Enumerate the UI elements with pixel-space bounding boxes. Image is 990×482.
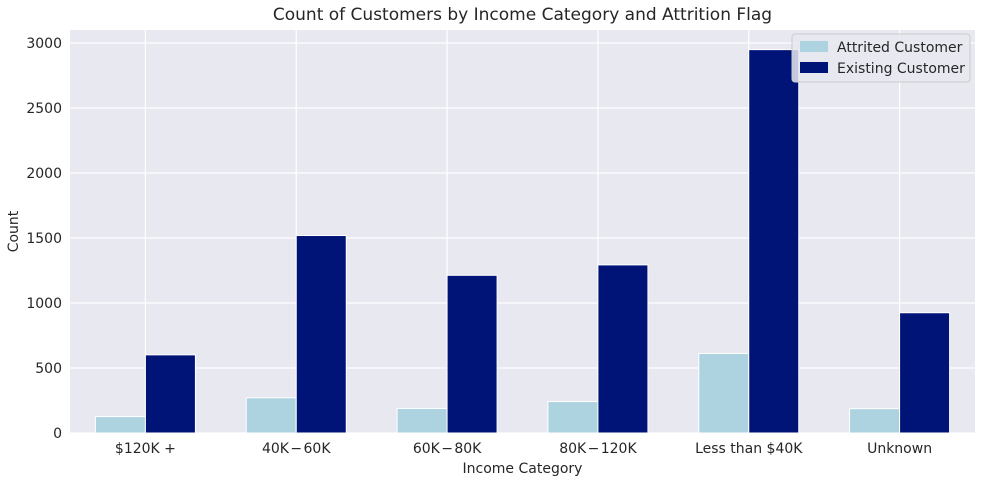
x-axis-label: Income Category	[463, 461, 583, 477]
y-tick-label: 2000	[26, 166, 62, 182]
bar	[94, 416, 146, 434]
y-tick-label: 1000	[26, 296, 62, 312]
legend-frame	[791, 33, 971, 83]
x-tick-label: Unknown	[867, 441, 932, 457]
bar	[899, 312, 951, 434]
y-tick-label: 1500	[26, 231, 62, 247]
y-tick-label: 2500	[26, 101, 62, 117]
bar	[295, 235, 347, 434]
x-tick-label: $120K +	[115, 441, 176, 457]
x-tick-label: 80K − 120K	[559, 441, 637, 457]
y-tick-label: 0	[53, 426, 62, 442]
legend-swatch	[800, 41, 828, 52]
bar	[547, 401, 599, 434]
bar	[698, 352, 750, 434]
chart-title: Count of Customers by Income Category an…	[273, 5, 772, 25]
bar	[597, 264, 649, 434]
bar	[245, 397, 297, 434]
y-tick-label: 500	[35, 361, 62, 377]
bar	[849, 408, 901, 434]
legend: Attrited Customer Existing Customer	[791, 33, 971, 83]
y-tick-label: 3000	[26, 36, 62, 52]
bar	[144, 354, 196, 434]
y-axis-label: Count	[6, 210, 22, 252]
bar	[396, 407, 448, 434]
x-tick-label: 40K − 60K	[262, 441, 331, 457]
legend-label: Existing Customer	[837, 61, 965, 77]
bar	[748, 49, 800, 434]
legend-label: Attrited Customer	[837, 40, 963, 56]
x-tick-labels: $120K + 40K − 60K 60K − 80K 80K − 120K Less …	[115, 441, 932, 457]
legend-swatch	[800, 62, 828, 73]
bars	[94, 49, 951, 434]
plot-area	[70, 30, 975, 433]
x-tick-label: Less than $40K	[695, 441, 803, 457]
y-tick-labels: 0 500 1000 1500 2000 2500 3000	[26, 36, 62, 442]
bar	[446, 274, 498, 434]
x-tick-label: 60K − 80K	[413, 441, 482, 457]
